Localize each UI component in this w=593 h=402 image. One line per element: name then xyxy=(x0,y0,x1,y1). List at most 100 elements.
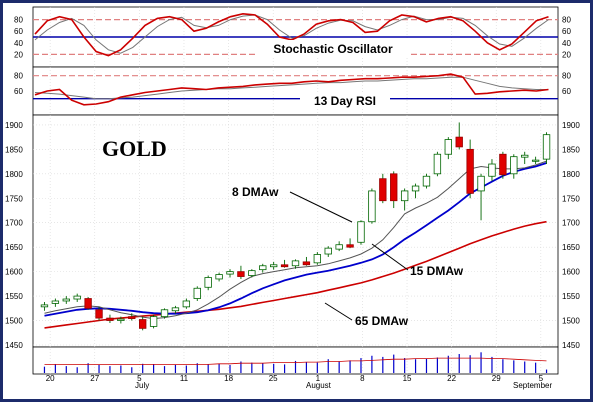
candle-body xyxy=(117,318,125,321)
rsi-tick-right: 60 xyxy=(562,87,571,96)
price-tick-right: 1650 xyxy=(562,243,580,252)
month-september: September xyxy=(513,381,552,390)
stoch-tick-right: 40 xyxy=(562,39,571,48)
x-tick-label: 25 xyxy=(269,374,278,383)
stoch-tick-right: 80 xyxy=(562,16,571,25)
price-tick-right: 1750 xyxy=(562,194,580,203)
rsi-line xyxy=(34,73,549,106)
rsi-label-bg xyxy=(300,92,390,108)
candle-body xyxy=(346,244,354,248)
candle-body xyxy=(149,316,158,327)
candle-body xyxy=(422,175,431,187)
candle-body xyxy=(335,244,343,250)
chart-title: GOLD xyxy=(102,136,167,161)
rsi-panel xyxy=(32,66,559,116)
stoch-tick-left: 80 xyxy=(14,16,23,25)
candle-body xyxy=(248,270,256,276)
candle-body xyxy=(40,304,49,308)
candle-body xyxy=(269,264,278,268)
stoch-tick-left: 60 xyxy=(14,27,23,36)
candle-body xyxy=(128,316,136,319)
annotation-15dmaw: 15 DMAw xyxy=(410,264,464,278)
price-tick-left: 1900 xyxy=(5,121,23,130)
price-tick-right: 1850 xyxy=(562,145,580,154)
x-tick-label: 29 xyxy=(492,374,501,383)
candle-body xyxy=(433,153,442,175)
stoch-slow-line xyxy=(34,14,549,54)
candle-body xyxy=(357,221,365,243)
candle-body xyxy=(542,134,551,160)
stoch-tick-left: 20 xyxy=(14,50,23,59)
stochastic-label: Stochastic Oscillator xyxy=(273,42,393,56)
annotation-65dmaw-pointer xyxy=(324,302,353,321)
candle-body xyxy=(324,247,332,255)
candle-body xyxy=(521,154,529,158)
candle-body xyxy=(302,261,311,266)
rsi-label: 13 Day RSI xyxy=(314,94,376,108)
stoch-tick-right: 60 xyxy=(562,27,571,36)
volume-average-line xyxy=(44,357,547,365)
annotation-8dmaw: 8 DMAw xyxy=(232,185,279,199)
x-tick-label: 8 xyxy=(360,374,365,383)
annotation-15dmaw-pointer xyxy=(371,243,409,271)
annotation-8dmaw-pointer xyxy=(289,191,353,223)
candle-body xyxy=(477,175,485,192)
candle-body xyxy=(139,319,147,329)
x-tick-label: 5 xyxy=(539,374,544,383)
candle-body xyxy=(379,178,387,202)
price-tick-left: 1850 xyxy=(5,145,23,154)
candle-body xyxy=(237,271,245,277)
price-tick-left: 1800 xyxy=(5,170,23,179)
rsi-tick-right: 80 xyxy=(562,72,571,81)
candle-body xyxy=(466,148,474,194)
candle-body xyxy=(62,298,70,302)
x-tick-label: 11 xyxy=(180,374,189,383)
candle-body xyxy=(368,190,376,223)
rsi-tick-left: 60 xyxy=(14,87,23,96)
price-tick-left: 1600 xyxy=(5,268,23,277)
stoch-tick-right: 20 xyxy=(562,50,571,59)
x-tick-label: 5 xyxy=(137,374,142,383)
candle-body xyxy=(73,295,81,300)
candle-body xyxy=(313,254,322,264)
x-tick-label: 18 xyxy=(224,374,233,383)
price-tick-right: 1900 xyxy=(562,121,580,130)
candle-body xyxy=(84,298,92,309)
dma15-line xyxy=(44,162,547,317)
candle-body xyxy=(499,153,507,176)
price-tick-right: 1700 xyxy=(562,219,580,228)
x-tick-label: 15 xyxy=(403,374,412,383)
candle-body xyxy=(531,159,540,162)
candle-body xyxy=(51,300,60,304)
price-tick-left: 1750 xyxy=(5,194,23,203)
price-tick-right: 1800 xyxy=(562,170,580,179)
candle-body xyxy=(95,309,103,319)
rsi-tick-left: 80 xyxy=(14,72,23,81)
price-tick-left: 1450 xyxy=(5,341,23,350)
rsi-lines xyxy=(34,73,549,106)
candle-body xyxy=(390,173,398,202)
price-tick-right: 1600 xyxy=(562,268,580,277)
candle-body xyxy=(411,185,420,192)
price-tick-left: 1550 xyxy=(5,292,23,301)
candle-body xyxy=(510,156,518,175)
x-tick-label: 22 xyxy=(447,374,456,383)
price-tick-left: 1650 xyxy=(5,243,23,252)
candle-body xyxy=(182,300,191,308)
stochastic-label-bg xyxy=(258,40,408,56)
candle-body xyxy=(444,139,452,155)
candle-body xyxy=(193,287,201,299)
candle-body xyxy=(455,136,463,148)
x-tick-label: 27 xyxy=(90,374,99,383)
month-august: August xyxy=(306,381,332,390)
x-tick-label: 20 xyxy=(46,374,55,383)
candle-body xyxy=(291,260,300,267)
x-tick-label: 1 xyxy=(316,374,321,383)
stoch-tick-left: 40 xyxy=(14,39,23,48)
candle-body xyxy=(400,190,409,202)
price-tick-left: 1700 xyxy=(5,219,23,228)
price-tick-left: 1500 xyxy=(5,317,23,326)
candle-body xyxy=(259,265,267,271)
price-tick-right: 1450 xyxy=(562,341,580,350)
